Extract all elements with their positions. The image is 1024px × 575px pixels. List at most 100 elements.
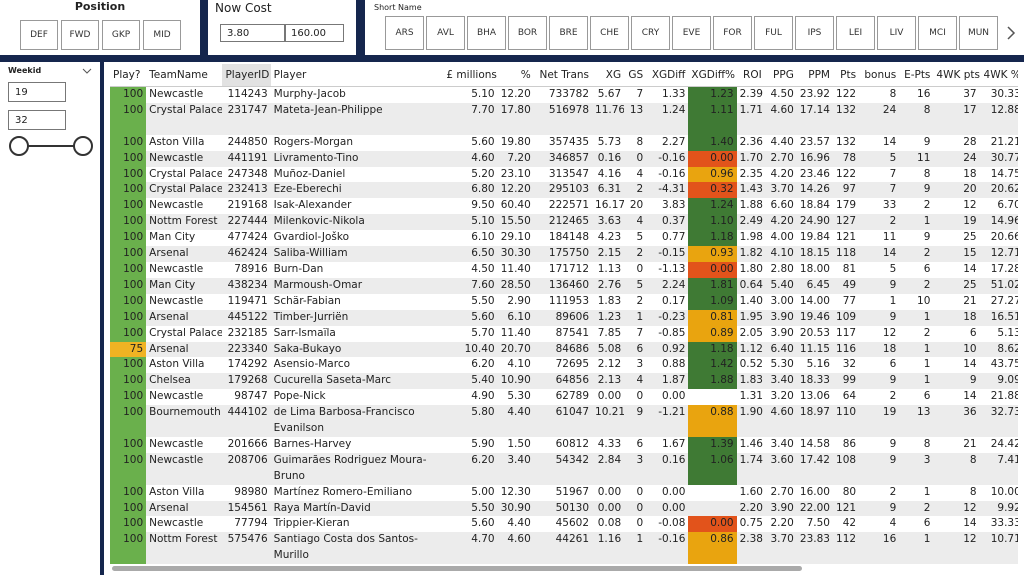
table-cell: 17.80 (497, 102, 534, 135)
table-cell: Marmoush-Omar (270, 277, 444, 294)
slicer-button[interactable]: LEI (836, 16, 875, 50)
table-cell: 5.40 (764, 277, 797, 294)
column-header[interactable]: £ millions (443, 64, 498, 87)
slicer-button[interactable]: CHE (590, 16, 629, 50)
table-cell: 28.50 (497, 277, 534, 294)
table-cell: 6 (923, 262, 931, 275)
table-row: 100 Aston Villa 98980 Martínez Romero-Emili… (110, 484, 1018, 501)
table-cell: 21.21 (990, 135, 1018, 148)
slicer-title: Weekid (8, 66, 42, 75)
range-slider[interactable] (8, 134, 96, 158)
table-cell: 5.30 (770, 358, 794, 371)
table-cell: 0.86 (688, 532, 737, 564)
table-cell: 30.90 (497, 500, 534, 517)
table-cell: 20.53 (799, 326, 830, 339)
column-header[interactable]: ROI (736, 64, 765, 87)
table-cell: 5.10 (471, 88, 495, 100)
table-cell: 100 (110, 516, 147, 533)
table-cell: 2.70 (764, 150, 797, 167)
table-row: 100 Newcastle 208706 Guimarães Rodriguez Mo… (110, 452, 1018, 485)
table-cell: 99 (832, 373, 860, 390)
slicer-button[interactable]: ARS (385, 16, 424, 50)
table-cell: 0.81 (688, 309, 737, 326)
table-cell: 100 (110, 150, 147, 167)
table-cell: 2.84 (592, 452, 625, 485)
slicer-button[interactable]: MUN (959, 16, 998, 50)
column-header[interactable]: 4WK pts (933, 64, 980, 87)
column-header[interactable]: Net Trans (533, 64, 593, 87)
table-cell: 14.96 (979, 214, 1018, 231)
column-header[interactable]: E-Pts (899, 64, 934, 87)
table-row: 100 Chelsea 179268 Cucurella Saseta-Marc 5.4… (110, 373, 1018, 390)
column-header[interactable]: 4WK % (979, 64, 1018, 87)
table-cell: 2.24 (646, 277, 689, 294)
slicer-button[interactable]: EVE (672, 16, 711, 50)
table-cell: Saka-Bukayo (270, 341, 444, 358)
table-cell: 477424 (227, 231, 268, 244)
table-cell: de Lima Barbosa-Francisco Evanilson (270, 405, 444, 437)
table-cell: 2.70 (770, 485, 794, 498)
table-cell: 444102 (222, 405, 271, 437)
slicer-button[interactable]: BOR (508, 16, 547, 50)
table-cell: 18.33 (796, 373, 833, 390)
table-cell: 1.82 (736, 246, 765, 262)
table-cell: Bournemouth (146, 405, 223, 437)
slicer-button[interactable]: IPS (795, 16, 834, 50)
slicer-button[interactable]: FWD (61, 20, 99, 50)
slicer-button[interactable]: FUL (754, 16, 793, 50)
table-cell: 0.00 (592, 500, 625, 517)
table-cell: Aston Villa (149, 135, 205, 148)
table-cell: 2 (899, 246, 934, 262)
table-row: 100 Bournemouth 444102 de Lima Barbosa-Fran… (110, 405, 1018, 437)
slicer-button[interactable]: LIV (877, 16, 916, 50)
max-input[interactable]: 160.00 (284, 24, 344, 42)
table-cell: 17.14 (796, 102, 833, 135)
table-cell (688, 389, 736, 405)
table-cell: 2.27 (662, 135, 686, 148)
column-header[interactable]: XG (592, 64, 625, 87)
column-header[interactable]: XGDiff% (688, 64, 737, 87)
slicer-button[interactable]: MCI (918, 16, 957, 50)
column-header[interactable]: bonus (859, 64, 900, 87)
column-header[interactable]: PPG (764, 64, 797, 87)
table-cell: 4.40 (497, 405, 534, 437)
table-cell: 98747 (234, 390, 268, 403)
column-header[interactable]: PPM (796, 64, 833, 87)
column-header[interactable]: GS (624, 64, 647, 87)
table-cell: 114243 (227, 88, 268, 100)
table-cell: 64 (842, 390, 857, 403)
column-header[interactable]: Player (270, 64, 444, 87)
slicer-button[interactable]: DEF (20, 20, 58, 50)
table-cell: 0.37 (646, 214, 689, 231)
max-input[interactable]: 32 (8, 110, 66, 130)
slicer-button[interactable]: BHA (467, 16, 506, 50)
column-header[interactable]: Pts (832, 64, 860, 87)
next-arrow[interactable] (1005, 26, 1017, 40)
slicer-button[interactable]: BRE (549, 16, 588, 50)
table-cell: 10.00 (990, 485, 1018, 498)
column-header[interactable]: PlayerID (222, 64, 271, 87)
table-cell: 3.20 (770, 390, 794, 403)
table-cell: 6 (969, 326, 977, 339)
min-input[interactable]: 3.80 (220, 24, 286, 42)
slicer-button[interactable]: FOR (713, 16, 752, 50)
slicer-button[interactable]: CRY (631, 16, 670, 50)
column-header[interactable]: Play? (110, 64, 147, 87)
min-input[interactable]: 19 (8, 82, 66, 102)
scrollbar[interactable] (112, 566, 812, 572)
table-cell: 5.13 (997, 326, 1018, 339)
table-cell: 100 (110, 182, 147, 199)
table-cell (688, 500, 737, 517)
column-header[interactable]: TeamName (146, 64, 223, 87)
table-cell: 5.30 (507, 390, 531, 403)
slicer-button[interactable]: AVL (426, 16, 465, 50)
slicer-button[interactable]: MID (143, 20, 181, 50)
table-cell: Nottm Forest (146, 532, 223, 564)
table-cell: 1 (899, 214, 934, 231)
slicer-button[interactable]: GKP (102, 20, 140, 50)
table-cell: 19 (859, 405, 900, 437)
table-cell: 78916 (234, 262, 268, 275)
chevron[interactable] (82, 67, 92, 75)
column-header[interactable]: % (497, 64, 534, 87)
column-header[interactable]: XGDiff (646, 64, 689, 87)
